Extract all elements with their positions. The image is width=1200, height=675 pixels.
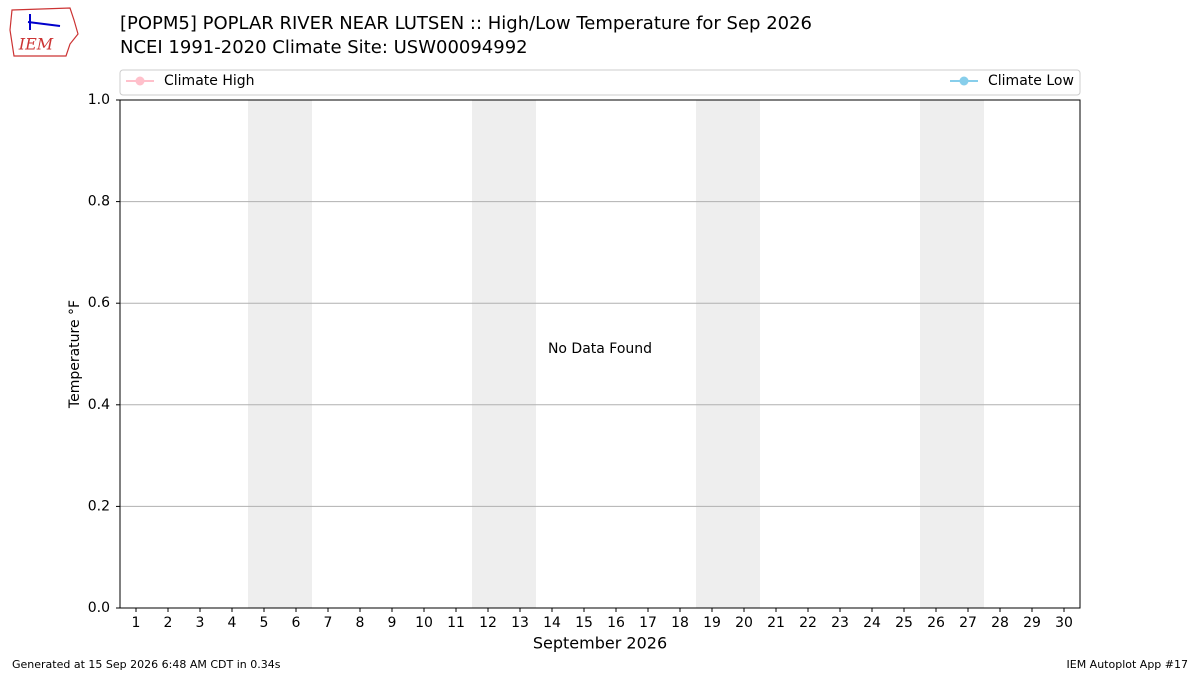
y-tick-label: 0.2 (88, 498, 110, 514)
legend-label: Climate Low (988, 73, 1074, 89)
x-tick-label: 13 (511, 615, 529, 631)
weekend-shade (920, 100, 984, 608)
y-axis-label: Temperature °F (67, 300, 83, 409)
legend-marker (959, 76, 969, 86)
x-tick-label: 8 (356, 615, 365, 631)
x-tick-label: 11 (447, 615, 465, 631)
legend-label: Climate High (164, 73, 255, 89)
x-tick-label: 14 (543, 615, 561, 631)
x-tick-label: 29 (1023, 615, 1041, 631)
x-tick-label: 25 (895, 615, 913, 631)
x-tick-label: 17 (639, 615, 657, 631)
y-tick-label: 0.6 (88, 295, 110, 311)
chart-subtitle: NCEI 1991-2020 Climate Site: USW00094992 (120, 37, 528, 58)
chart-title: [POPM5] POPLAR RIVER NEAR LUTSEN :: High… (120, 13, 812, 34)
x-tick-label: 15 (575, 615, 593, 631)
logo: IEM (9, 7, 79, 57)
x-tick-label: 21 (767, 615, 785, 631)
x-tick-label: 20 (735, 615, 753, 631)
weekend-shade (248, 100, 312, 608)
x-tick-label: 16 (607, 615, 625, 631)
x-tick-label: 30 (1055, 615, 1073, 631)
weekend-shade (472, 100, 536, 608)
x-tick-label: 3 (196, 615, 205, 631)
x-tick-label: 4 (228, 615, 237, 631)
x-tick-label: 24 (863, 615, 881, 631)
legend-marker (135, 76, 145, 86)
y-tick-label: 1.0 (88, 92, 110, 108)
x-tick-label: 7 (324, 615, 333, 631)
x-tick-label: 22 (799, 615, 817, 631)
logo-text: IEM (18, 35, 54, 54)
x-tick-label: 10 (415, 615, 433, 631)
weekend-shade (696, 100, 760, 608)
legend-item: Climate Low (950, 73, 1074, 89)
x-tick-label: 2 (164, 615, 173, 631)
legend-box (119, 69, 1081, 96)
footer-right: IEM Autoplot App #17 (1067, 658, 1189, 671)
x-tick-label: 9 (388, 615, 397, 631)
legend-item: Climate High (126, 73, 255, 89)
x-tick-label: 1 (132, 615, 141, 631)
y-tick-label: 0.4 (88, 397, 110, 413)
x-tick-label: 27 (959, 615, 977, 631)
x-axis-label: September 2026 (533, 634, 667, 653)
x-tick-label: 26 (927, 615, 945, 631)
x-tick-label: 28 (991, 615, 1009, 631)
x-tick-label: 12 (479, 615, 497, 631)
plot-frame (119, 99, 1081, 609)
x-tick-label: 19 (703, 615, 721, 631)
x-tick-label: 5 (260, 615, 269, 631)
y-tick-label: 0.8 (88, 194, 110, 210)
footer-left: Generated at 15 Sep 2026 6:48 AM CDT in … (12, 658, 281, 671)
x-tick-label: 6 (292, 615, 301, 631)
x-tick-label: 18 (671, 615, 689, 631)
y-tick-label: 0.0 (88, 600, 110, 616)
annotation: No Data Found (548, 341, 652, 357)
x-tick-label: 23 (831, 615, 849, 631)
